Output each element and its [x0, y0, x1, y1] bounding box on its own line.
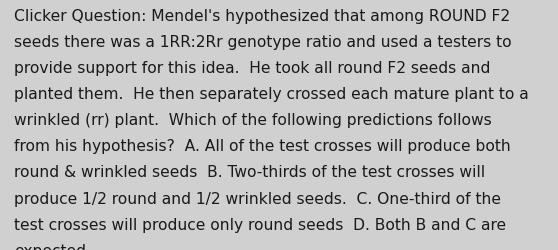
Text: planted them.  He then separately crossed each mature plant to a: planted them. He then separately crossed…	[14, 87, 528, 102]
Text: Clicker Question: Mendel's hypothesized that among ROUND F2: Clicker Question: Mendel's hypothesized …	[14, 9, 510, 24]
Text: expected: expected	[14, 243, 86, 250]
Text: test crosses will produce only round seeds  D. Both B and C are: test crosses will produce only round see…	[14, 217, 506, 232]
Text: produce 1/2 round and 1/2 wrinkled seeds.  C. One-third of the: produce 1/2 round and 1/2 wrinkled seeds…	[14, 191, 501, 206]
Text: from his hypothesis?  A. All of the test crosses will produce both: from his hypothesis? A. All of the test …	[14, 139, 511, 154]
Text: round & wrinkled seeds  B. Two-thirds of the test crosses will: round & wrinkled seeds B. Two-thirds of …	[14, 165, 485, 180]
Text: provide support for this idea.  He took all round F2 seeds and: provide support for this idea. He took a…	[14, 61, 490, 76]
Text: seeds there was a 1RR:2Rr genotype ratio and used a testers to: seeds there was a 1RR:2Rr genotype ratio…	[14, 35, 512, 50]
Text: wrinkled (rr) plant.  Which of the following predictions follows: wrinkled (rr) plant. Which of the follow…	[14, 113, 492, 128]
